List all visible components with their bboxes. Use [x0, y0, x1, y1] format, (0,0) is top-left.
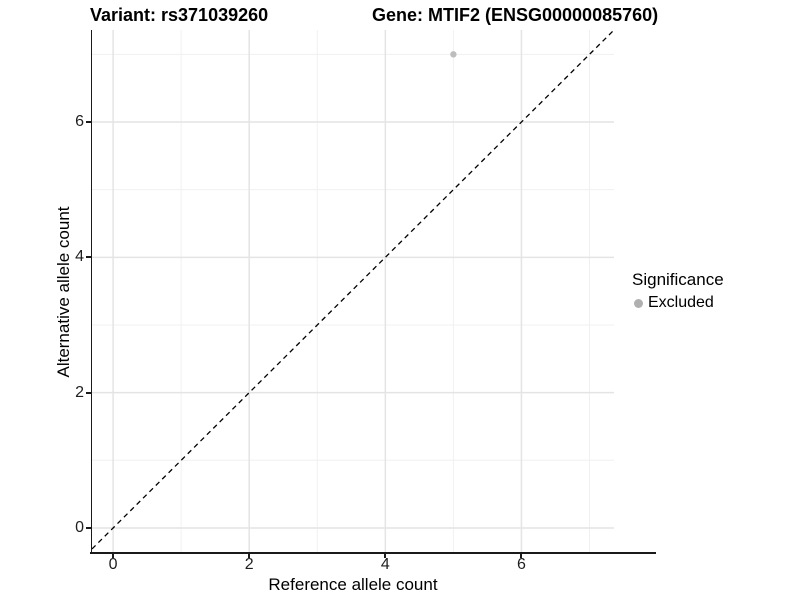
x-tick-label: 4 [380, 556, 390, 573]
identity-line [91, 29, 615, 550]
x-tick-label: 2 [244, 556, 254, 573]
x-axis-tick [520, 553, 523, 558]
x-axis-tick [112, 553, 115, 558]
x-tick-label: 0 [108, 556, 118, 573]
y-tick-label: 6 [75, 113, 84, 130]
y-axis-tick [86, 391, 91, 394]
legend-entry-label: Excluded [648, 294, 714, 311]
x-tick-label: 6 [516, 556, 526, 573]
x-axis-tick [384, 553, 387, 558]
y-tick-label: 4 [75, 248, 84, 266]
legend-entry-excluded: Excluded [632, 294, 724, 312]
y-axis-label: Alternative allele count [54, 206, 73, 378]
legend-title: Significance [632, 270, 724, 289]
y-tick-label: 0 [75, 518, 84, 536]
data-point [450, 51, 457, 58]
legend-key-dot [634, 298, 643, 308]
y-axis-line [90, 30, 93, 554]
x-axis-label: Reference allele count [268, 575, 438, 594]
plot-panel [91, 29, 615, 553]
y-tick-label: 2 [75, 383, 84, 401]
x-axis-line [90, 552, 656, 554]
y-axis-tick [86, 121, 91, 123]
plot-title-gene: Gene: MTIF2 (ENSG00000085760) [372, 5, 659, 25]
y-axis-tick [86, 256, 91, 259]
y-axis-tick [86, 526, 91, 529]
plot-canvas [91, 29, 615, 553]
x-axis-tick [248, 553, 251, 558]
legend: Significance Excluded [632, 270, 724, 312]
plot-title-variant: Variant: rs371039260 [90, 5, 269, 25]
